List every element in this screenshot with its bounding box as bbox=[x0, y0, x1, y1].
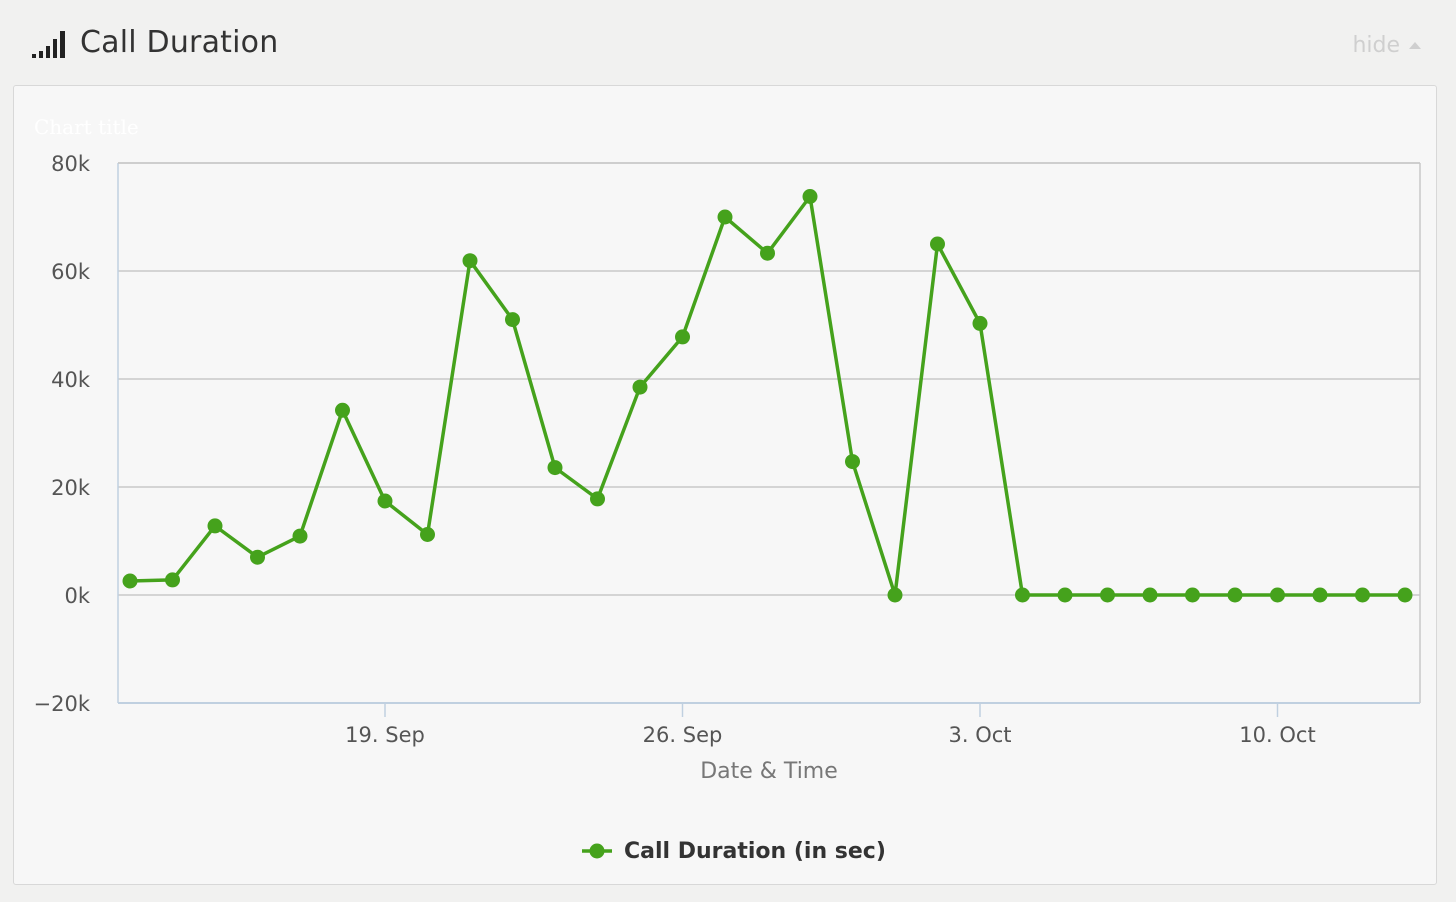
data-point[interactable] bbox=[547, 460, 563, 476]
data-point[interactable] bbox=[505, 312, 520, 328]
caret-up-icon[interactable] bbox=[1408, 41, 1422, 51]
data-point[interactable] bbox=[462, 253, 478, 269]
data-point[interactable] bbox=[632, 379, 648, 395]
data-point[interactable] bbox=[122, 573, 138, 589]
data-point[interactable] bbox=[1185, 587, 1200, 603]
x-tick-label: 10. Oct bbox=[1239, 723, 1315, 747]
hide-toggle[interactable]: hide bbox=[1352, 33, 1422, 58]
data-point[interactable] bbox=[1015, 587, 1030, 603]
legend-marker[interactable] bbox=[589, 843, 605, 859]
data-point[interactable] bbox=[1355, 587, 1370, 603]
data-point[interactable] bbox=[760, 245, 775, 261]
data-point[interactable] bbox=[1312, 587, 1328, 603]
x-axis-title: Date & Time bbox=[700, 759, 838, 784]
data-point[interactable] bbox=[717, 209, 733, 225]
x-tick-label: 3. Oct bbox=[948, 723, 1011, 747]
x-tick-label: 26. Sep bbox=[643, 723, 723, 747]
legend-item[interactable]: Call Duration (in sec) bbox=[582, 839, 886, 864]
data-point[interactable] bbox=[1057, 587, 1073, 603]
data-point[interactable] bbox=[887, 587, 903, 603]
signal-bars-icon bbox=[32, 31, 65, 58]
data-point[interactable] bbox=[845, 454, 860, 470]
data-point[interactable] bbox=[335, 402, 350, 418]
y-tick-label: −20k bbox=[34, 692, 91, 716]
data-point[interactable] bbox=[292, 528, 308, 544]
data-point[interactable] bbox=[590, 491, 605, 507]
data-point[interactable] bbox=[1142, 587, 1158, 603]
x-tick-label: 19. Sep bbox=[345, 723, 425, 747]
y-tick-label: 40k bbox=[51, 368, 91, 392]
data-point[interactable] bbox=[377, 493, 393, 509]
legend-label[interactable]: Call Duration (in sec) bbox=[624, 839, 886, 864]
data-point[interactable] bbox=[1227, 587, 1243, 603]
data-point[interactable] bbox=[1270, 587, 1285, 603]
data-point[interactable] bbox=[420, 527, 435, 542]
data-point[interactable] bbox=[930, 236, 945, 252]
call-duration-chart: Chart title −20k 0k 20k 40k 60k 80k 19. Sep 26… bbox=[34, 115, 1421, 864]
data-point[interactable] bbox=[207, 518, 223, 534]
data-point[interactable] bbox=[250, 549, 265, 565]
chart-title: Chart title bbox=[34, 115, 139, 139]
widget-header: Call Duration hide bbox=[0, 0, 1456, 86]
data-point[interactable] bbox=[1397, 587, 1413, 603]
chart-panel: Chart title −20k 0k 20k 40k 60k 80k 19. Sep 26… bbox=[13, 85, 1437, 885]
widget-title: Call Duration bbox=[80, 25, 279, 60]
data-point[interactable] bbox=[972, 315, 988, 331]
data-point[interactable] bbox=[1100, 587, 1115, 603]
y-tick-label: 80k bbox=[51, 152, 91, 176]
data-point[interactable] bbox=[802, 189, 818, 204]
y-tick-label: 20k bbox=[51, 476, 91, 500]
data-point[interactable] bbox=[165, 572, 180, 588]
y-tick-label: 60k bbox=[51, 260, 91, 284]
data-point[interactable] bbox=[675, 329, 690, 345]
y-tick-label: 0k bbox=[64, 584, 90, 608]
hide-label[interactable]: hide bbox=[1352, 33, 1400, 58]
